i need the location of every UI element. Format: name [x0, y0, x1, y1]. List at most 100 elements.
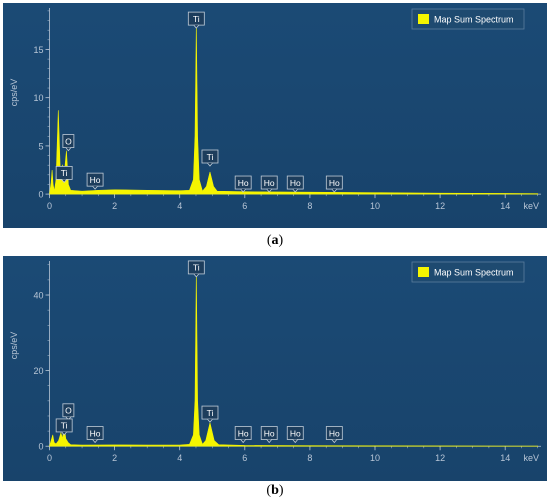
- peak-label-pointer: [266, 188, 273, 193]
- x-tick-label: 2: [112, 201, 117, 211]
- peak-label-text: Ti: [193, 263, 200, 273]
- peak-label-ho: Ho: [86, 426, 104, 444]
- x-tick-label: 6: [242, 453, 247, 463]
- spectrum-svg: 0 20 40 0 2 4 6 8 10 12 14 keV cps/eV Ti Ti O Ti Ho Ho Ho Ho…: [3, 256, 547, 481]
- peak-label-ti: Ti: [201, 405, 219, 423]
- peak-label-pointer: [92, 185, 98, 190]
- y-tick-label: 15: [33, 45, 43, 55]
- x-tick-label: 10: [370, 453, 380, 463]
- peak-label-text: Ho: [290, 428, 301, 438]
- peak-label-ho: Ho: [86, 172, 104, 190]
- legend-box: [411, 261, 525, 283]
- x-tick-label: 14: [500, 453, 510, 463]
- x-tick-label: 4: [177, 453, 182, 463]
- peak-label-text: Ti: [207, 152, 214, 162]
- peak-label-text: Ho: [329, 178, 340, 188]
- peak-label-text: Ti: [61, 168, 68, 178]
- legend-swatch: [418, 14, 429, 24]
- x-tick-label: 2: [112, 453, 117, 463]
- y-tick-label: 10: [33, 93, 43, 103]
- peak-label-ti: Ti: [201, 149, 219, 167]
- legend-label: Map Sum Spectrum: [434, 268, 514, 278]
- x-unit-label: keV: [523, 201, 539, 211]
- peak-label-pointer: [207, 162, 213, 167]
- figure-caption-b: (b): [266, 483, 284, 498]
- peak-label-pointer: [65, 147, 72, 152]
- plot-background: [3, 256, 547, 481]
- y-tick-label: 5: [38, 141, 43, 151]
- peak-label-text: Ho: [238, 178, 249, 188]
- y-tick-label: 20: [33, 366, 43, 376]
- peak-label-pointer: [240, 188, 246, 193]
- x-tick-label: 14: [500, 201, 510, 211]
- peak-label-text: Ho: [329, 428, 340, 438]
- peak-label-text: Ti: [207, 408, 214, 418]
- peak-label-pointer: [207, 418, 213, 423]
- legend: Map Sum Spectrum: [411, 261, 525, 283]
- y-tick-label: 0: [38, 190, 43, 200]
- y-axis-label: cps/eV: [9, 332, 19, 360]
- peak-label-ho: Ho: [234, 426, 252, 444]
- peak-label-pointer: [331, 188, 338, 193]
- peak-label-ho: Ho: [260, 175, 278, 193]
- x-tick-label: 6: [242, 201, 247, 211]
- peak-label-text: Ti: [193, 14, 200, 24]
- peak-label-ho: Ho: [260, 426, 278, 444]
- peak-label-text: Ho: [90, 175, 101, 185]
- peak-label-pointer: [61, 431, 67, 436]
- peak-label-text: Ho: [238, 428, 249, 438]
- peak-label-ho: Ho: [286, 175, 304, 193]
- peak-label-ti: Ti: [55, 418, 73, 436]
- y-tick-label: 40: [33, 291, 43, 301]
- peak-label-box: [260, 426, 278, 440]
- peak-label-text: O: [65, 406, 72, 416]
- y-axis-label: cps/eV: [9, 79, 19, 107]
- spectrum-svg: 0 5 10 15 0 2 4 6 8 10 12 14 keV cps/eV Ti Ti O Ti Ho Ho Ho H…: [3, 3, 547, 228]
- peak-label-ti: Ti: [187, 260, 205, 278]
- peak-label-text: Ti: [61, 421, 68, 431]
- spectrum-chart-a: 0 5 10 15 0 2 4 6 8 10 12 14 keV cps/eV Ti Ti O Ti Ho Ho Ho H…: [3, 3, 547, 228]
- peak-label-pointer: [92, 439, 98, 444]
- peak-label-pointer: [193, 273, 200, 278]
- x-tick-label: 10: [370, 201, 380, 211]
- peak-label-ho: Ho: [234, 175, 252, 193]
- peak-label-box: [234, 426, 252, 440]
- peak-label-ti: Ti: [55, 165, 73, 184]
- peak-label-text: Ho: [264, 428, 275, 438]
- peak-label-pointer: [292, 439, 299, 444]
- peak-label-pointer: [240, 439, 246, 444]
- x-tick-label: 4: [177, 201, 182, 211]
- peak-label-ho: Ho: [325, 175, 343, 193]
- legend-swatch: [418, 267, 429, 277]
- spectrum-series: [49, 24, 539, 195]
- legend: Map Sum Spectrum: [411, 8, 525, 30]
- peak-label-box: [286, 426, 304, 440]
- peak-label-text: Ho: [290, 178, 301, 188]
- legend-label: Map Sum Spectrum: [434, 15, 514, 25]
- peak-label-pointer: [61, 179, 67, 184]
- peak-label-o: O: [62, 134, 75, 152]
- peak-label-box: [325, 426, 343, 440]
- spectrum-chart-b: 0 20 40 0 2 4 6 8 10 12 14 keV cps/eV Ti Ti O Ti Ho Ho Ho Ho…: [3, 256, 547, 481]
- peak-label-text: Ho: [264, 178, 275, 188]
- peak-label-text: O: [65, 136, 72, 146]
- peak-label-pointer: [266, 439, 273, 444]
- spectrum-series: [49, 272, 539, 447]
- figure-caption-a: (a): [266, 233, 284, 248]
- peak-label-box: [187, 260, 205, 275]
- x-unit-label: keV: [523, 453, 539, 463]
- peak-label-box: [86, 426, 104, 440]
- peak-label-ho: Ho: [325, 426, 343, 444]
- x-tick-label: 8: [307, 453, 312, 463]
- x-tick-label: 12: [435, 201, 445, 211]
- x-tick-label: 0: [47, 453, 52, 463]
- x-tick-label: 12: [435, 453, 445, 463]
- peak-label-pointer: [193, 24, 200, 29]
- peak-label-pointer: [331, 439, 338, 444]
- x-tick-label: 0: [47, 201, 52, 211]
- peak-label-ho: Ho: [286, 426, 304, 444]
- peak-label-pointer: [292, 188, 299, 193]
- peak-label-ti: Ti: [187, 11, 205, 29]
- peak-label-text: Ho: [90, 428, 101, 438]
- y-tick-label: 0: [38, 442, 43, 452]
